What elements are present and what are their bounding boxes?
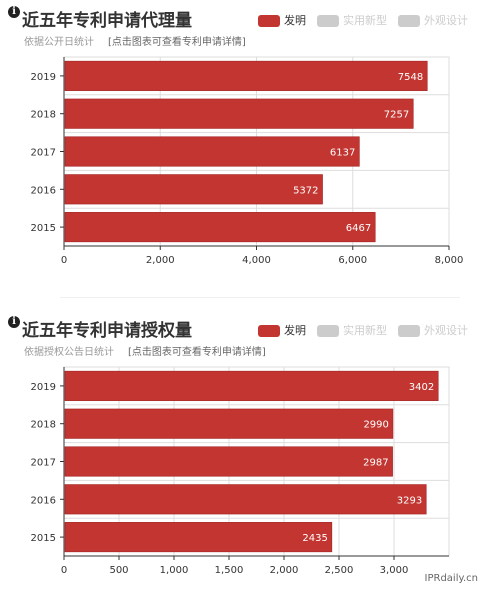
y-tick-label-2019: 2019: [31, 72, 56, 83]
data-label-2016: 3293: [397, 495, 422, 506]
data-label-2018: 2990: [363, 420, 388, 431]
x-tick-label-0: 0: [61, 255, 67, 266]
y-tick-label-2016: 2016: [31, 495, 56, 506]
data-label-2017: 6137: [330, 148, 355, 159]
bar-2016: [65, 485, 426, 514]
bar-2018: [65, 409, 393, 438]
data-label-2018: 7257: [384, 110, 409, 121]
chart-panel-grants: i 近五年专利申请授权量 依据授权公告日统计[点击图表可查看专利申请详情] 发明…: [0, 310, 486, 600]
y-tick-label-2015: 2015: [31, 223, 56, 234]
x-tick-label-500: 500: [109, 565, 128, 576]
data-label-2015: 2435: [302, 533, 327, 544]
bar-2016: [65, 175, 323, 204]
y-tick-label-2017: 2017: [31, 458, 56, 469]
x-tick-label-1500: 1,500: [215, 565, 244, 576]
bar-2015: [65, 212, 375, 241]
x-tick-label-2000: 2,000: [146, 255, 175, 266]
x-tick-label-2000: 2,000: [270, 565, 299, 576]
data-label-2019: 3402: [409, 382, 434, 393]
data-label-2017: 2987: [363, 458, 388, 469]
data-label-2016: 5372: [293, 185, 318, 196]
bar-2015: [65, 522, 332, 551]
x-tick-label-6000: 6,000: [338, 255, 367, 266]
data-label-2015: 6467: [346, 223, 371, 234]
x-tick-label-2500: 2,500: [325, 565, 354, 576]
bar-2019: [65, 61, 427, 90]
y-tick-label-2019: 2019: [31, 382, 56, 393]
data-label-2019: 7548: [398, 72, 423, 83]
y-tick-label-2018: 2018: [31, 110, 56, 121]
bar-chart-grants[interactable]: 2019 3402 2018 2990 2017 2987 2016 3293 2015 2435…: [0, 310, 486, 600]
x-tick-label-3000: 3,000: [380, 565, 409, 576]
bar-2019: [65, 371, 438, 400]
section-divider: [60, 297, 460, 298]
x-tick-label-4000: 4,000: [242, 255, 271, 266]
y-tick-label-2016: 2016: [31, 185, 56, 196]
y-tick-label-2015: 2015: [31, 533, 56, 544]
bar-2017: [65, 447, 393, 476]
x-tick-label-0: 0: [61, 565, 67, 576]
watermark-text: IPRdaily.cn: [425, 573, 478, 584]
bar-chart-applications[interactable]: 2019 7548 2018 7257 2017 6137 2016 5372 2015 6467…: [0, 0, 486, 290]
x-tick-label-8000: 8,000: [435, 255, 464, 266]
y-tick-label-2018: 2018: [31, 420, 56, 431]
bar-2017: [65, 137, 359, 166]
y-tick-label-2017: 2017: [31, 148, 56, 159]
x-tick-label-1000: 1,000: [160, 565, 189, 576]
bar-2018: [65, 99, 413, 128]
chart-panel-applications: i 近五年专利申请代理量 依据公开日统计[点击图表可查看专利申请详情] 发明 实…: [0, 0, 486, 290]
